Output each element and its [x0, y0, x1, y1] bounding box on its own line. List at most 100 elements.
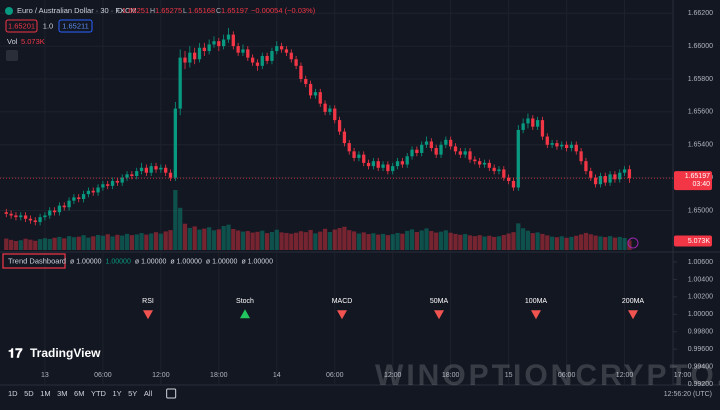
- candle-body: [506, 177, 511, 181]
- volume-bar: [492, 236, 497, 250]
- candle-body: [183, 57, 187, 63]
- ohlc-letter: H: [150, 8, 155, 15]
- volume-bar: [424, 228, 429, 250]
- buy-price[interactable]: 1.65211: [62, 21, 89, 30]
- y-tick-label: 1.00400: [688, 276, 713, 283]
- range-button[interactable]: 5D: [24, 389, 34, 398]
- signal-label: 50MA: [430, 298, 449, 305]
- volume: [4, 190, 632, 250]
- candle-body: [226, 34, 231, 40]
- volume-bar: [385, 235, 390, 250]
- volume-bar: [525, 230, 531, 250]
- candle-body: [400, 161, 405, 165]
- x-tick-label: 06:00: [558, 372, 576, 379]
- range-button[interactable]: 3M: [57, 389, 67, 398]
- candle-body: [149, 166, 153, 173]
- volume-bar: [47, 238, 52, 250]
- candle-body: [52, 210, 57, 213]
- signal-label: RSI: [142, 298, 154, 305]
- sell-price[interactable]: 1.65201: [8, 21, 35, 30]
- range-button[interactable]: YTD: [91, 389, 107, 398]
- candle-body: [255, 62, 260, 66]
- volume-bar: [622, 238, 627, 250]
- range-button[interactable]: 1M: [40, 389, 50, 398]
- candle-body: [449, 139, 453, 147]
- candle-body: [337, 120, 342, 132]
- candle-body: [531, 118, 535, 127]
- candle-body: [593, 177, 598, 185]
- candle-body: [579, 151, 583, 162]
- range-button[interactable]: 5Y: [128, 389, 137, 398]
- y-tick-label: 0.99800: [688, 329, 713, 336]
- volume-bar: [158, 233, 163, 250]
- candle-body: [453, 146, 458, 152]
- volume-bar: [284, 232, 289, 250]
- signal-label: 200MA: [622, 298, 645, 305]
- volume-bar: [81, 235, 86, 250]
- volume-bar: [52, 237, 57, 250]
- volume-bar: [511, 232, 516, 250]
- candle-body: [478, 161, 482, 165]
- buy-button[interactable]: [58, 19, 93, 33]
- candle-body: [511, 180, 516, 188]
- candle-body: [101, 184, 105, 188]
- ohlc-letter: L: [183, 8, 187, 15]
- price-tag-label: 1.65197: [685, 173, 710, 180]
- candle-body: [57, 205, 62, 213]
- candle-body: [62, 205, 66, 208]
- signal-arrow: [337, 310, 347, 320]
- volume-tag-label: 5.073K: [688, 238, 711, 245]
- range-button[interactable]: 1D: [8, 389, 18, 398]
- candle-body: [28, 218, 33, 221]
- range-button[interactable]: 6M: [74, 389, 84, 398]
- volume-bar: [429, 231, 434, 250]
- volume-bar: [448, 232, 453, 250]
- candle-body: [275, 46, 279, 52]
- candle-body: [410, 149, 414, 157]
- collapse-button[interactable]: [6, 50, 18, 61]
- range-button[interactable]: All: [144, 389, 153, 398]
- countdown: 03:40: [692, 181, 710, 188]
- volume-bar: [124, 233, 130, 250]
- candle-body: [535, 120, 540, 127]
- dashboard-box: [2, 253, 66, 269]
- candle-body: [154, 166, 158, 170]
- x-tick-label: 13: [41, 372, 49, 379]
- volume-bar: [380, 233, 386, 250]
- candle-body: [38, 217, 42, 223]
- candle-body: [342, 131, 347, 144]
- volume-bar: [139, 233, 144, 250]
- volume-bar: [100, 235, 106, 250]
- candle-body: [294, 59, 298, 66]
- y-tick-label: 1.65400: [688, 142, 713, 149]
- y-tick-label: 1.66200: [688, 10, 713, 17]
- candle-body: [333, 108, 337, 121]
- watermark: WINOPTIONCRYPTO.COM: [375, 359, 720, 392]
- ohlc-letter: C: [216, 8, 221, 15]
- signal-arrow: [240, 309, 250, 319]
- candle-body: [516, 129, 520, 188]
- volume-bar: [202, 228, 207, 250]
- candle-body: [86, 190, 91, 195]
- signal-arrow: [628, 310, 638, 320]
- volume-bar: [318, 231, 323, 250]
- candle-body: [444, 139, 448, 145]
- candle-body: [473, 159, 477, 162]
- ohlc-value: 1.65197: [221, 6, 248, 15]
- volume-bar: [463, 234, 468, 250]
- volume-bar: [593, 235, 598, 250]
- candle-body: [265, 55, 269, 61]
- candle-body: [420, 144, 424, 153]
- volume-bar: [120, 235, 125, 250]
- volume-bar: [438, 231, 444, 250]
- volume-bar: [265, 233, 270, 250]
- volume-bar: [313, 233, 318, 250]
- sell-button[interactable]: [5, 19, 38, 33]
- candle-body: [347, 143, 351, 152]
- volume-bar: [240, 231, 246, 250]
- volume-bar: [487, 235, 492, 250]
- candle-body: [598, 176, 603, 185]
- volume-bar: [269, 232, 275, 250]
- range-button[interactable]: 1Y: [112, 389, 121, 398]
